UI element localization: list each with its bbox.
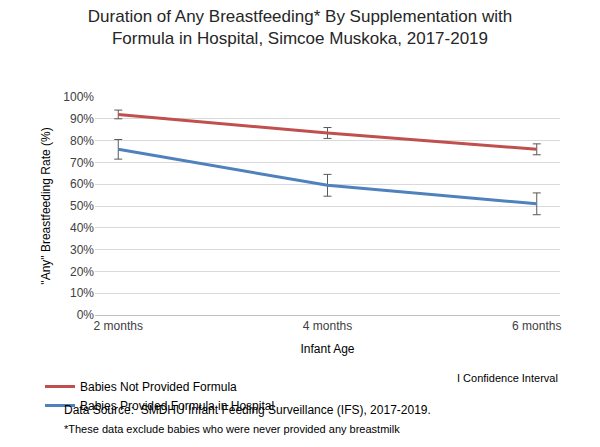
svg-text:20%: 20% [70,265,94,279]
svg-text:Babies Provided Formula in Hos: Babies Provided Formula in Hospital [80,399,274,413]
svg-text:60%: 60% [70,177,94,191]
svg-text:50%: 50% [70,199,94,213]
svg-text:Data Source: SMDHU Infant Fee: Data Source: SMDHU Infant Feeding Survei… [64,403,431,417]
svg-text:90%: 90% [70,112,94,126]
svg-text:"Any" Breastfeeding Rate (%): "Any" Breastfeeding Rate (%) [39,127,53,284]
svg-text:2 months: 2 months [94,319,143,333]
svg-text:Duration of Any Breastfeeding*: Duration of Any Breastfeeding* By Supple… [88,7,512,48]
svg-text:Babies Not Provided Formula: Babies Not Provided Formula [80,380,237,394]
svg-text:I Confidence Interval: I Confidence Interval [457,372,558,384]
svg-text:0%: 0% [77,308,95,322]
svg-text:70%: 70% [70,156,94,170]
svg-text:100%: 100% [63,90,94,104]
svg-text:6 months: 6 months [512,319,561,333]
svg-text:4 months: 4 months [303,319,352,333]
svg-text:10%: 10% [70,286,94,300]
svg-text:30%: 30% [70,243,94,257]
svg-text:*These data exclude babies who: *These data exclude babies who were neve… [64,423,400,435]
svg-text:Infant Age: Infant Age [300,342,354,356]
svg-text:40%: 40% [70,221,94,235]
svg-text:80%: 80% [70,134,94,148]
